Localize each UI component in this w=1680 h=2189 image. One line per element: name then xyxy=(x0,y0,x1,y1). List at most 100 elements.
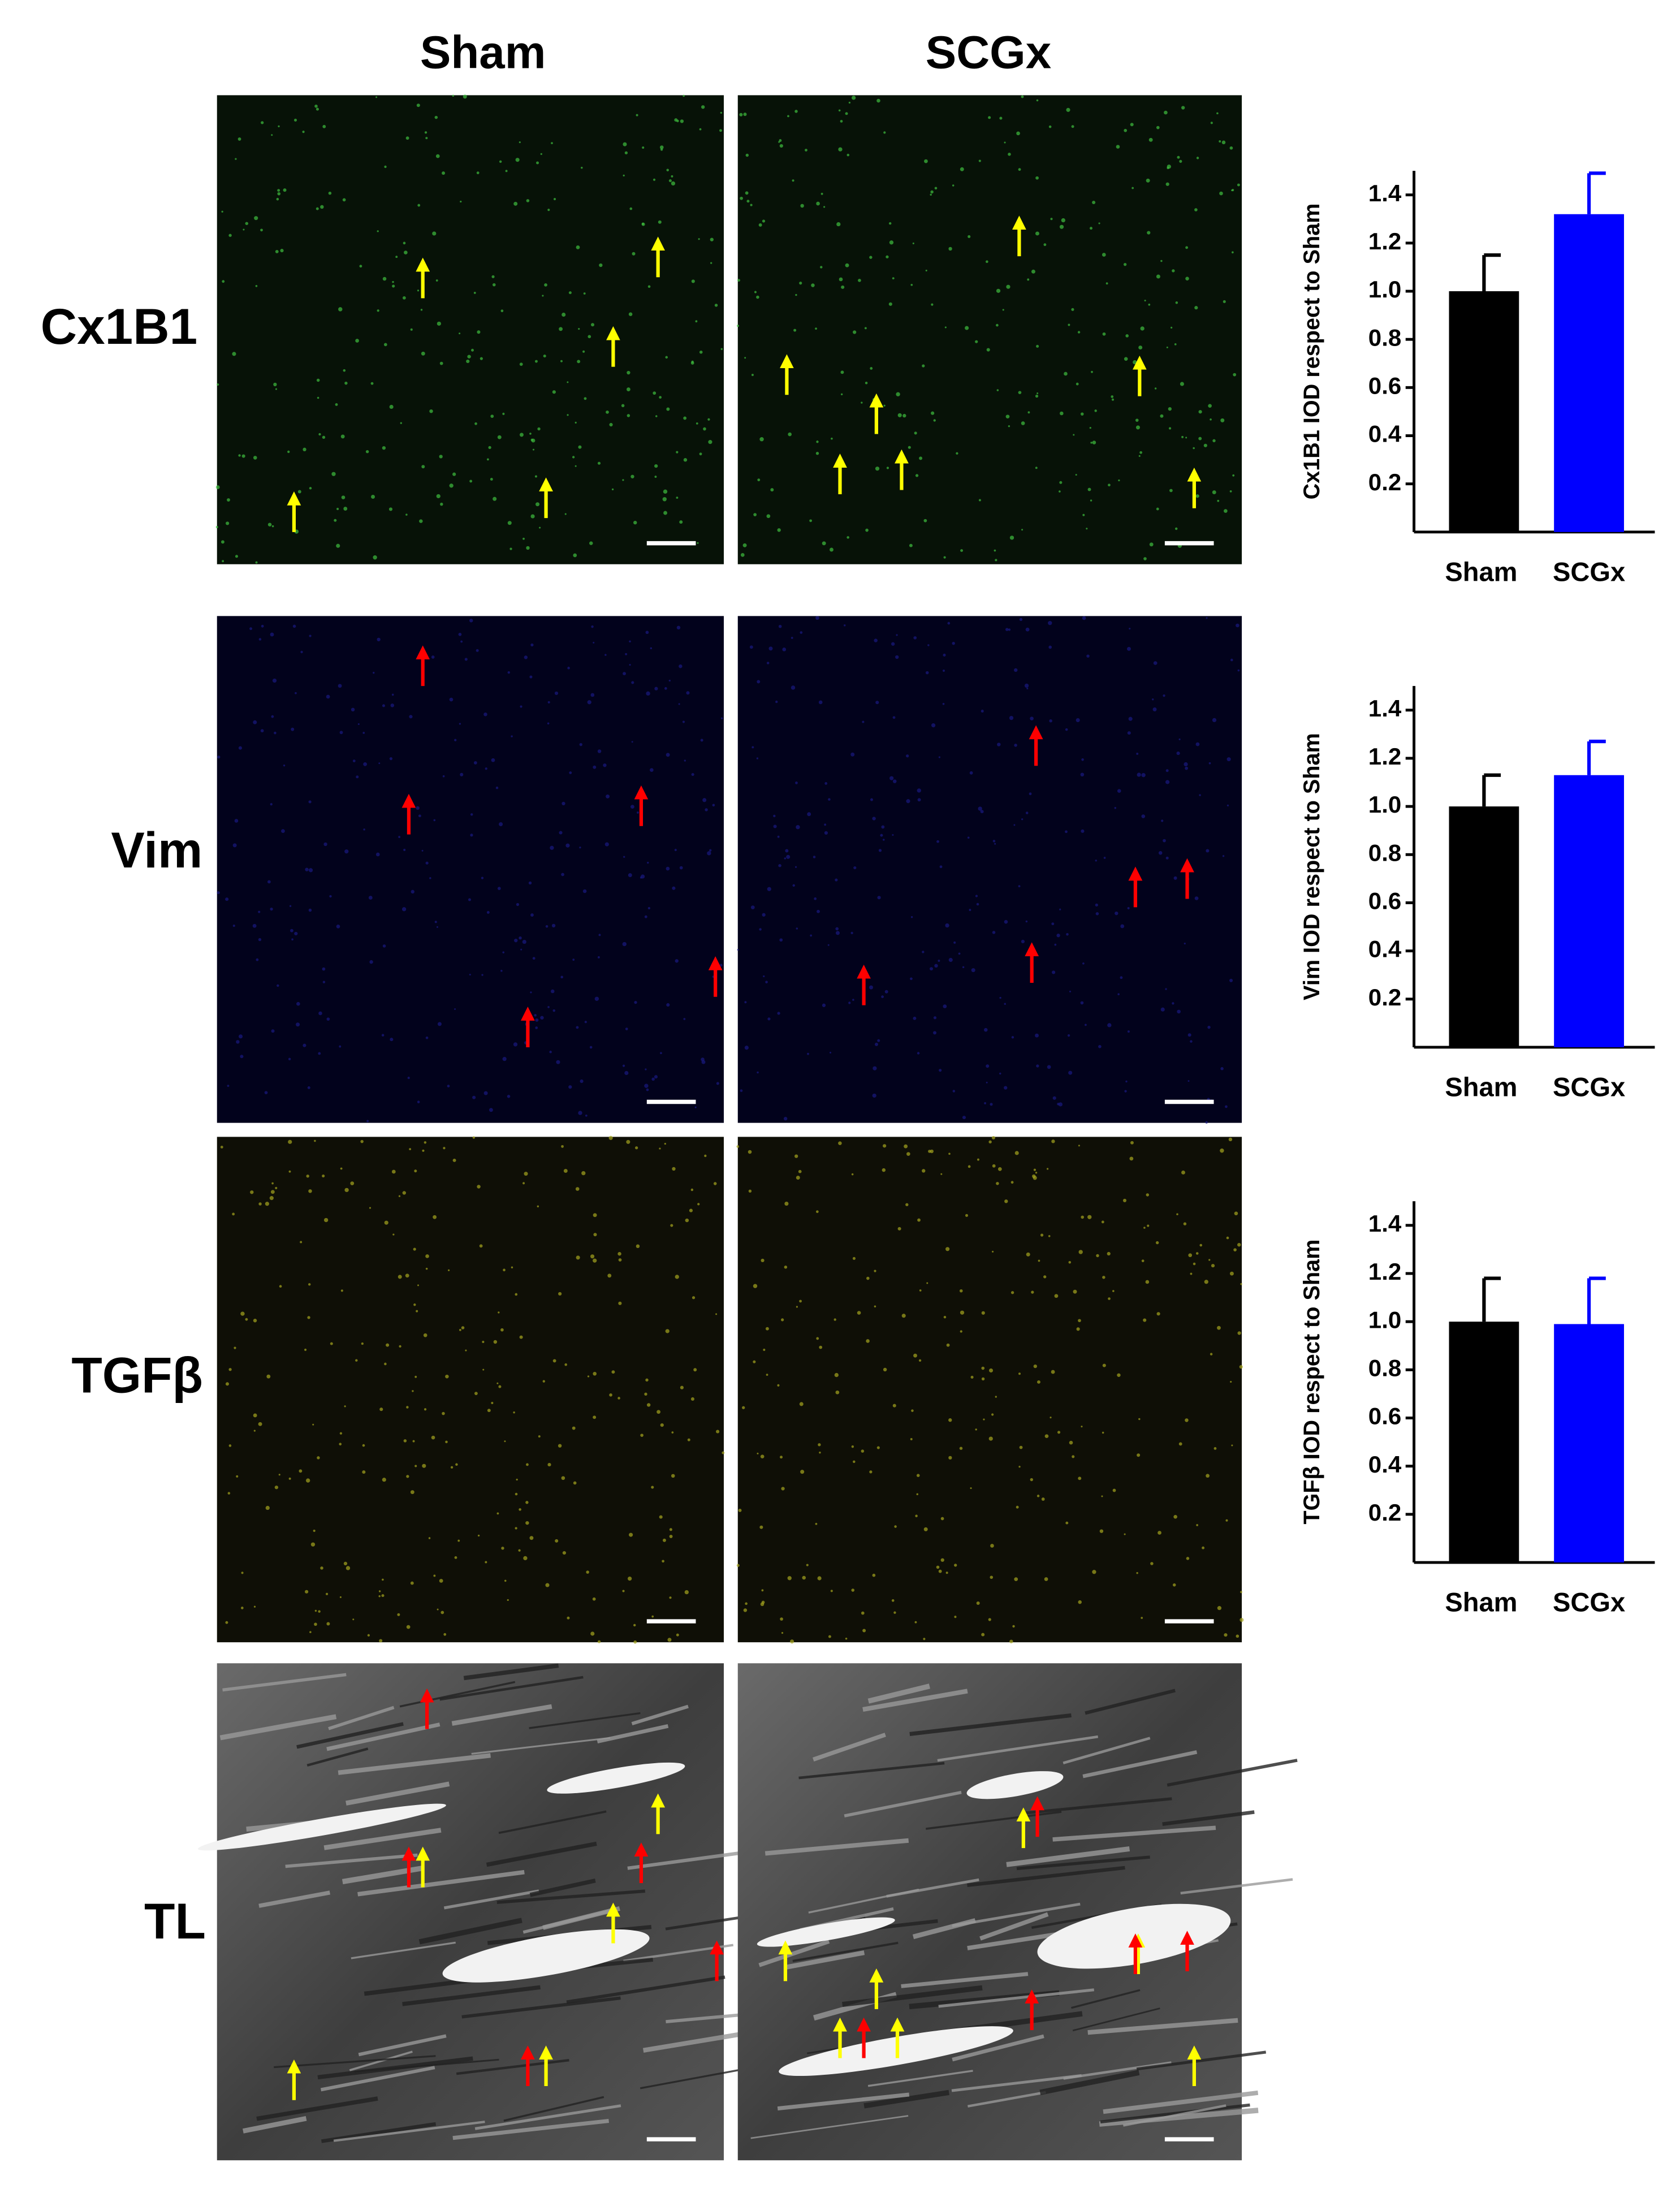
texture-dot xyxy=(245,222,249,225)
texture-dot xyxy=(1181,435,1184,438)
texture-dot xyxy=(1130,1141,1134,1145)
texture-dot xyxy=(838,147,843,152)
texture-dot xyxy=(1194,896,1199,900)
texture-dot xyxy=(419,519,423,523)
texture-dot xyxy=(1047,1065,1051,1069)
texture-dot xyxy=(470,813,473,816)
texture-dot xyxy=(1195,494,1199,498)
texture-dot xyxy=(310,1542,316,1547)
texture-dot xyxy=(892,834,894,836)
texture-dot xyxy=(1016,131,1020,136)
texture-dot xyxy=(490,415,494,418)
texture-dot xyxy=(531,438,535,443)
texture-dot xyxy=(440,1611,444,1614)
texture-dot xyxy=(1185,277,1189,280)
texture-dot xyxy=(330,1342,333,1345)
texture-dot xyxy=(627,387,630,391)
texture-dot xyxy=(271,715,274,718)
texture-dot xyxy=(371,495,375,499)
texture-dot xyxy=(959,1289,963,1293)
texture-dot xyxy=(606,410,609,414)
texture-dot xyxy=(636,114,638,116)
texture-dot xyxy=(591,625,594,628)
texture-dot xyxy=(980,810,984,814)
texture-dot xyxy=(339,731,343,735)
texture-dot xyxy=(471,348,474,352)
texture-dot xyxy=(627,1576,632,1581)
texture-dot xyxy=(748,1189,752,1193)
texture-dot xyxy=(707,851,711,856)
texture-dot xyxy=(959,1447,963,1450)
texture-dot xyxy=(271,134,273,136)
texture-dot xyxy=(629,207,633,210)
texture-dot xyxy=(502,1057,507,1061)
texture-dot xyxy=(459,333,461,335)
texture-dot xyxy=(1085,1024,1087,1026)
texture-dot xyxy=(560,975,564,979)
micrograph xyxy=(217,616,724,1123)
texture-dot xyxy=(720,348,723,351)
texture-dot xyxy=(266,1374,271,1379)
texture-dot xyxy=(1141,772,1146,778)
texture-dot xyxy=(901,1314,906,1318)
fiber-streak xyxy=(1052,1825,1216,1842)
texture-dot xyxy=(336,925,340,929)
texture-dot xyxy=(279,1285,282,1288)
y-tick-label: 0.4 xyxy=(1368,936,1402,962)
texture-dot xyxy=(363,762,368,766)
texture-dot xyxy=(375,852,380,857)
texture-dot xyxy=(796,1306,798,1308)
texture-dot xyxy=(542,1380,545,1383)
texture-dot xyxy=(539,526,541,529)
texture-dot xyxy=(687,1438,690,1441)
texture-dot xyxy=(1099,1529,1104,1533)
texture-dot xyxy=(988,116,991,119)
fiber-streak xyxy=(461,1996,621,2019)
texture-dot xyxy=(587,700,591,705)
texture-dot xyxy=(497,887,501,890)
texture-dot xyxy=(483,1091,488,1095)
texture-dot xyxy=(864,327,867,330)
texture-dot xyxy=(542,295,544,297)
texture-dot xyxy=(1239,1365,1243,1369)
texture-dot xyxy=(870,798,873,801)
texture-dot xyxy=(1156,274,1160,279)
texture-dot xyxy=(485,767,487,770)
texture-dot xyxy=(823,206,826,208)
texture-dot xyxy=(1004,1086,1008,1090)
texture-dot xyxy=(791,685,796,690)
texture-dot xyxy=(1009,715,1014,720)
texture-dot xyxy=(312,1423,314,1426)
texture-dot xyxy=(573,553,577,558)
texture-dot xyxy=(1078,1250,1083,1254)
texture-dot xyxy=(990,1103,993,1106)
texture-dot xyxy=(1101,1495,1103,1497)
texture-dot xyxy=(1014,668,1018,672)
texture-dot xyxy=(671,1431,674,1434)
texture-dot xyxy=(607,1273,612,1278)
texture-dot xyxy=(514,938,518,943)
texture-dot xyxy=(635,1146,638,1150)
texture-dot xyxy=(839,277,843,282)
texture-dot xyxy=(942,702,945,705)
texture-dot xyxy=(689,1208,693,1212)
texture-dot xyxy=(338,684,342,688)
texture-dot xyxy=(1229,146,1233,150)
texture-dot xyxy=(1035,467,1038,469)
texture-dot xyxy=(671,175,673,178)
fiber-streak xyxy=(529,1712,641,1729)
fiber-streak xyxy=(317,2056,473,2080)
y-tick-label: 0.2 xyxy=(1368,984,1402,1011)
texture-dot xyxy=(1012,1625,1015,1628)
texture-dot xyxy=(1002,309,1004,311)
texture-dot xyxy=(303,447,306,452)
texture-dot xyxy=(962,966,965,969)
texture-dot xyxy=(604,842,609,847)
texture-dot xyxy=(339,1045,342,1048)
texture-dot xyxy=(642,146,645,149)
texture-dot xyxy=(519,362,523,366)
texture-dot xyxy=(577,360,581,364)
x-tick-label: Sham xyxy=(1445,1587,1517,1617)
texture-dot xyxy=(878,849,882,852)
